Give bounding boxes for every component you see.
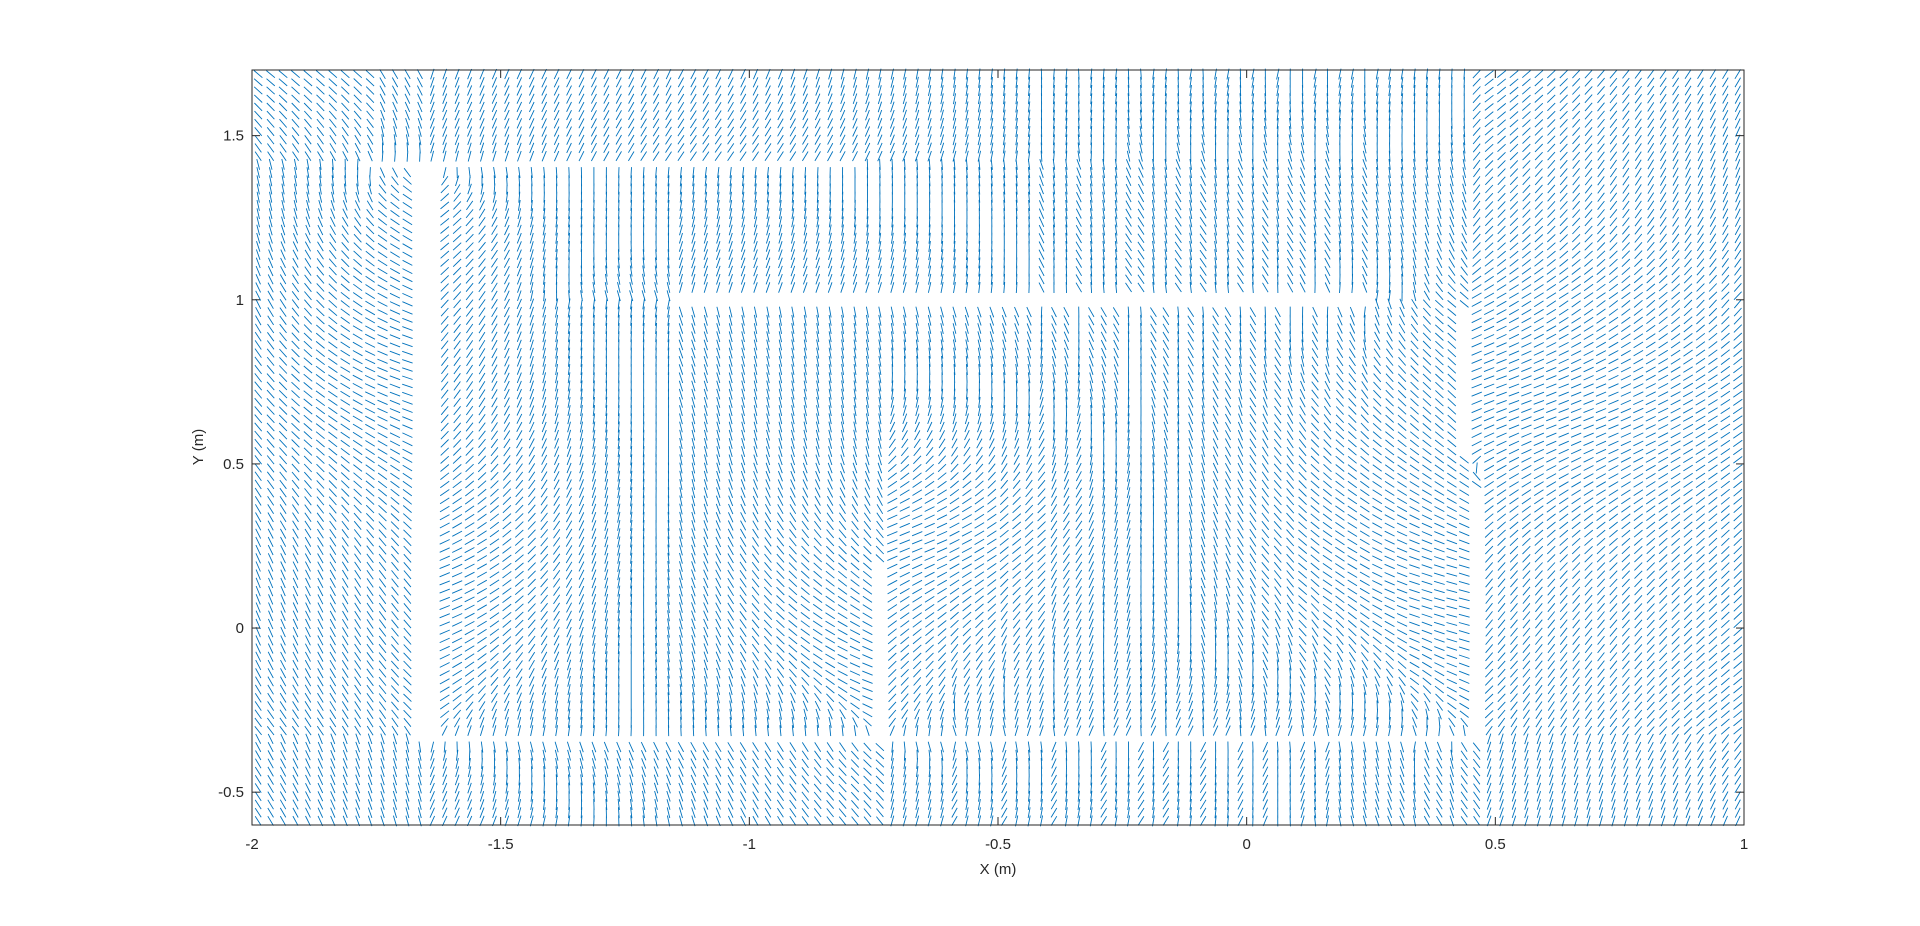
vector-field [253,68,1743,827]
x-axis-label: X (m) [980,861,1017,878]
y-tick-label: 0.5 [223,456,244,473]
y-tick-label: 1.5 [223,128,244,145]
x-axis-ticks: -2 -1.5 -1 -0.5 0 0.5 1 [245,70,1748,853]
y-tick-label: -0.5 [218,784,244,801]
y-tick-label: 0 [236,620,244,637]
axes-background [252,70,1744,825]
x-tick-label: -2 [245,836,258,853]
x-tick-label: -1.5 [488,836,514,853]
y-tick-label: 1 [236,292,244,309]
x-tick-label: 1 [1740,836,1748,853]
y-axis-ticks: -0.5 0 0.5 1 1.5 [218,128,1744,801]
x-tick-label: -1 [743,836,756,853]
quiver-arrows [253,68,1743,827]
x-tick-label: 0.5 [1485,836,1506,853]
x-tick-label: 0 [1242,836,1250,853]
y-axis-label: Y (m) [190,429,207,465]
x-tick-label: -0.5 [985,836,1011,853]
